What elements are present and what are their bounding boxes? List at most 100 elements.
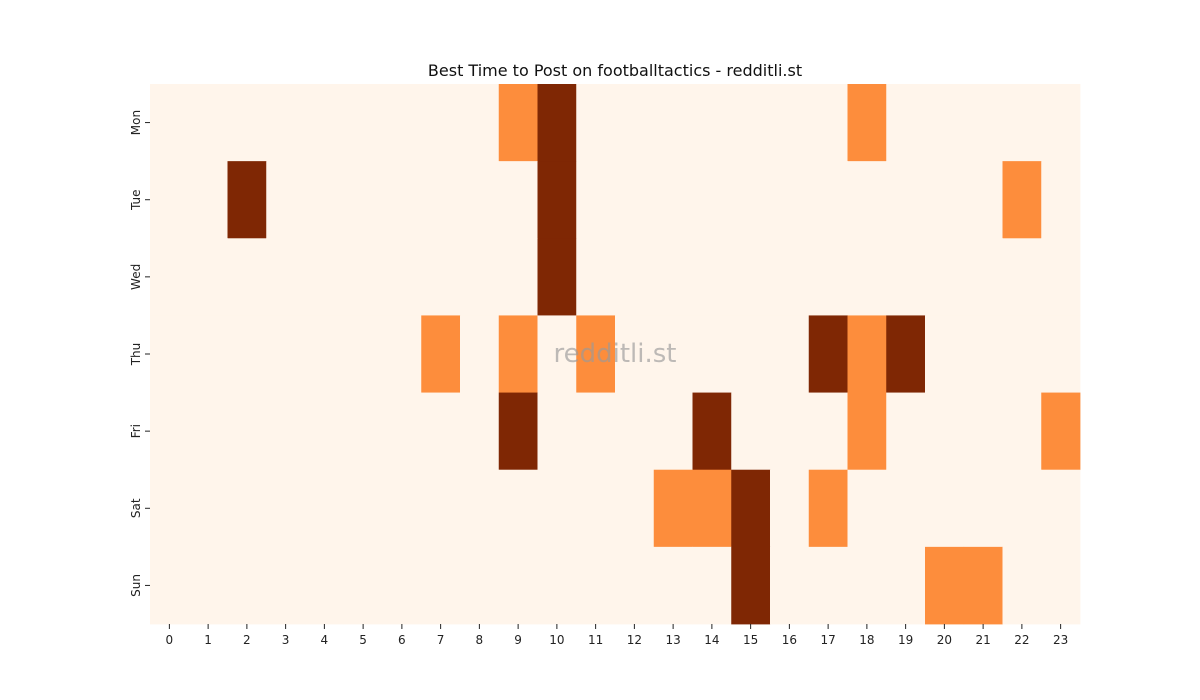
heatmap-cell-sun-14 — [692, 546, 732, 625]
heatmap-cell-tue-21 — [963, 161, 1003, 239]
heatmap-cell-tue-15 — [731, 161, 771, 239]
heatmap-cell-thu-22 — [1002, 315, 1042, 393]
heatmap-cell-mon-9 — [498, 84, 538, 162]
heatmap-cell-tue-9 — [498, 161, 538, 239]
heatmap-cell-thu-10 — [537, 315, 577, 393]
heatmap-cell-mon-8 — [460, 84, 500, 162]
x-tick-label: 19 — [898, 633, 913, 647]
heatmap-cell-fri-6 — [382, 392, 422, 471]
heatmap-cell-sat-9 — [498, 469, 538, 548]
heatmap-cell-mon-18 — [847, 84, 887, 162]
heatmap-cell-wed-9 — [498, 238, 538, 316]
x-axis-ticks: 0 1 2 3 4 5 6 7 8 9 10 11 12 13 14 15 16 17 18 19 20 21 22 23 — [166, 624, 1068, 647]
heatmap-cell-mon-11 — [576, 84, 616, 162]
heatmap-cell-wed-8 — [460, 238, 500, 316]
heatmap-cell-wed-23 — [1041, 238, 1081, 316]
x-tick-label: 1 — [204, 633, 212, 647]
heatmap-cell-tue-16 — [770, 161, 810, 239]
heatmap-cell-sat-7 — [421, 469, 461, 548]
heatmap-cell-sat-22 — [1002, 469, 1042, 548]
heatmap-cell-sun-19 — [886, 546, 926, 625]
heatmap-cell-thu-5 — [343, 315, 383, 393]
heatmap-cell-tue-20 — [925, 161, 965, 239]
heatmap-cell-sat-1 — [188, 469, 228, 548]
heatmap-cell-fri-12 — [615, 392, 655, 471]
heatmap-cell-thu-17 — [808, 315, 848, 393]
heatmap-cell-mon-17 — [808, 84, 848, 162]
heatmap-cell-fri-19 — [886, 392, 926, 471]
x-tick-label: 23 — [1053, 633, 1068, 647]
x-tick-label: 18 — [859, 633, 874, 647]
heatmap-cell-sat-6 — [382, 469, 422, 548]
heatmap-cell-sat-18 — [847, 469, 887, 548]
x-tick-label: 12 — [627, 633, 642, 647]
heatmap-cell-wed-0 — [150, 238, 190, 316]
heatmap-cell-sun-7 — [421, 546, 461, 625]
x-tick-label: 0 — [166, 633, 174, 647]
heatmap-cell-sun-11 — [576, 546, 616, 625]
x-tick-label: 16 — [782, 633, 797, 647]
x-tick-label: 14 — [704, 633, 719, 647]
heatmap-cell-thu-1 — [188, 315, 228, 393]
heatmap-cell-sat-4 — [305, 469, 345, 548]
heatmap-cell-sat-5 — [343, 469, 383, 548]
heatmap-cell-wed-2 — [227, 238, 267, 316]
heatmap-cell-sun-23 — [1041, 546, 1081, 625]
heatmap-cell-thu-0 — [150, 315, 190, 393]
heatmap-cell-sat-16 — [770, 469, 810, 548]
heatmap-cell-thu-15 — [731, 315, 771, 393]
heatmap-cell-thu-19 — [886, 315, 926, 393]
heatmap-cell-thu-9 — [498, 315, 538, 393]
heatmap-cell-sun-4 — [305, 546, 345, 625]
heatmap-cell-fri-10 — [537, 392, 577, 471]
heatmap-cell-mon-5 — [343, 84, 383, 162]
heatmap-cell-wed-6 — [382, 238, 422, 316]
heatmap-cell-sun-16 — [770, 546, 810, 625]
heatmap-cell-wed-22 — [1002, 238, 1042, 316]
y-tick-label: Tue — [129, 189, 143, 211]
heatmap-cell-fri-16 — [770, 392, 810, 471]
x-tick-label: 7 — [437, 633, 445, 647]
heatmap-cell-tue-3 — [266, 161, 306, 239]
heatmap-cell-fri-13 — [653, 392, 693, 471]
heatmap-cell-wed-20 — [925, 238, 965, 316]
heatmap-cell-thu-12 — [615, 315, 655, 393]
heatmap-cell-fri-22 — [1002, 392, 1042, 471]
heatmap-cell-tue-0 — [150, 161, 190, 239]
heatmap-cell-thu-2 — [227, 315, 267, 393]
heatmap-cell-fri-21 — [963, 392, 1003, 471]
heatmap-cell-sun-6 — [382, 546, 422, 625]
heatmap-cell-thu-21 — [963, 315, 1003, 393]
x-tick-label: 21 — [975, 633, 990, 647]
heatmap-cell-thu-20 — [925, 315, 965, 393]
heatmap-cell-sun-3 — [266, 546, 306, 625]
heatmap-cell-wed-15 — [731, 238, 771, 316]
x-tick-label: 2 — [243, 633, 251, 647]
heatmap-cell-mon-2 — [227, 84, 267, 162]
heatmap-cell-mon-20 — [925, 84, 965, 162]
y-tick-label: Thu — [129, 343, 143, 367]
heatmap-cell-sat-0 — [150, 469, 190, 548]
heatmap-cell-fri-23 — [1041, 392, 1081, 471]
heatmap-cell-mon-12 — [615, 84, 655, 162]
x-tick-label: 10 — [549, 633, 564, 647]
heatmap-cell-mon-3 — [266, 84, 306, 162]
heatmap-cell-thu-14 — [692, 315, 732, 393]
heatmap-cell-sun-12 — [615, 546, 655, 625]
heatmap-cell-sat-13 — [653, 469, 693, 548]
heatmap-cell-mon-4 — [305, 84, 345, 162]
heatmap-cell-sat-8 — [460, 469, 500, 548]
heatmap-cell-tue-13 — [653, 161, 693, 239]
heatmap-cell-wed-14 — [692, 238, 732, 316]
heatmap-cell-sat-19 — [886, 469, 926, 548]
heatmap-cell-mon-16 — [770, 84, 810, 162]
heatmap-cell-fri-14 — [692, 392, 732, 471]
heatmap-cell-tue-12 — [615, 161, 655, 239]
heatmap-cell-wed-10 — [537, 238, 577, 316]
heatmap-cell-mon-0 — [150, 84, 190, 162]
heatmap-cell-wed-3 — [266, 238, 306, 316]
heatmap-cell-mon-15 — [731, 84, 771, 162]
heatmap-cell-thu-11 — [576, 315, 616, 393]
heatmap-cell-fri-17 — [808, 392, 848, 471]
